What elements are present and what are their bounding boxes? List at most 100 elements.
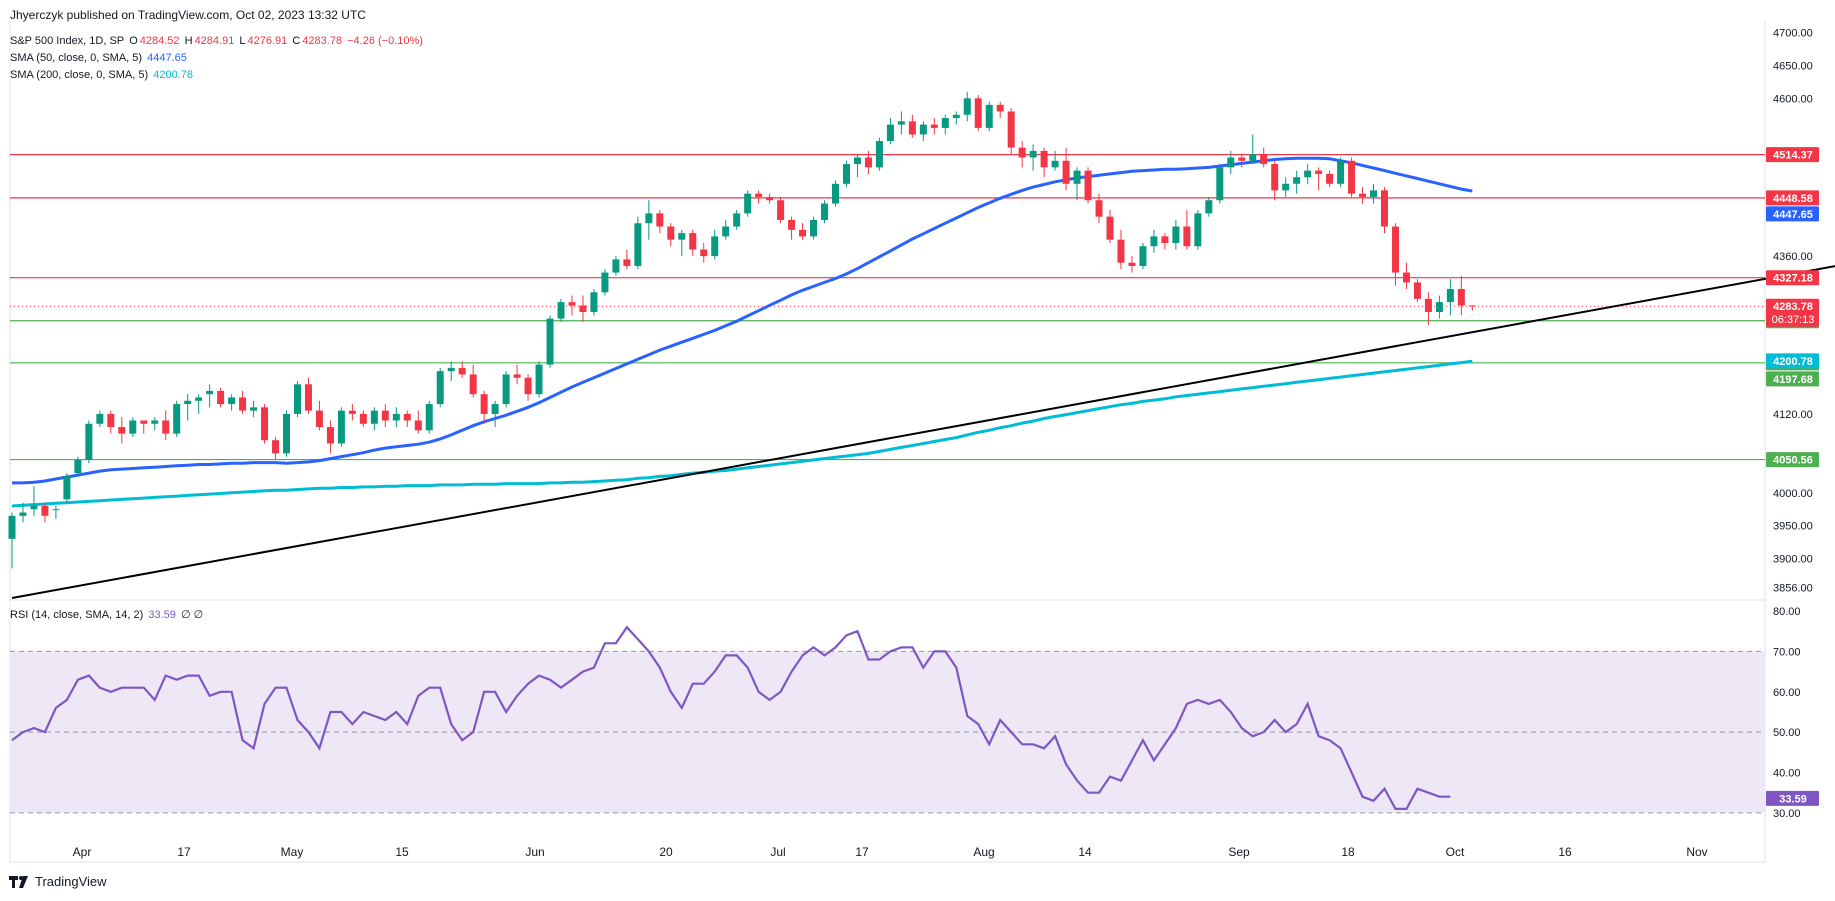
- candle-body: [821, 203, 829, 220]
- candle-body: [1468, 305, 1476, 307]
- candle-body: [744, 193, 752, 214]
- resistance-level-tag-bg: [1766, 190, 1819, 206]
- open-label: O: [129, 35, 138, 47]
- candle-body: [733, 213, 741, 227]
- candle-body: [919, 124, 927, 135]
- rsi-axis-tick-label[interactable]: 70.00: [1773, 646, 1801, 658]
- candle-body: [41, 505, 49, 516]
- price-axis-tick-label[interactable]: 4600.00: [1773, 93, 1813, 105]
- rsi-axis-tick-label[interactable]: 30.00: [1773, 808, 1801, 820]
- time-axis-tick-label[interactable]: Apr: [73, 845, 92, 859]
- sma50-value: 4447.65: [147, 52, 187, 64]
- support-level-tag-label: 4050.56: [1773, 455, 1813, 467]
- candle-body: [195, 397, 203, 401]
- candle-body: [678, 233, 686, 240]
- price-axis-tick-label[interactable]: 4650.00: [1773, 60, 1813, 72]
- candle-body: [1391, 226, 1399, 273]
- horizontal-levels[interactable]: [10, 154, 1765, 461]
- rsi-axis-tick-label[interactable]: 40.00: [1773, 768, 1801, 780]
- sma200-price-tag-label: 4200.78: [1773, 356, 1813, 368]
- symbol-legend[interactable]: S&P 500 Index, 1D, SP O 4284.52 H 4284.91 …: [10, 35, 425, 47]
- candle-body: [1304, 170, 1312, 178]
- time-axis-tick-label[interactable]: Oct: [1446, 845, 1465, 859]
- candle-body: [293, 384, 301, 414]
- candle-body: [304, 384, 312, 411]
- candle-body: [436, 371, 444, 405]
- candle-body: [261, 407, 269, 441]
- candle-body: [337, 410, 345, 444]
- high-label: H: [184, 35, 193, 47]
- sma200-legend[interactable]: SMA (200, close, 0, SMA, 5) 4200.78: [10, 69, 195, 81]
- candle-body: [689, 233, 697, 250]
- candle-body: [886, 124, 894, 142]
- price-axis-tick-label[interactable]: 4360.00: [1773, 251, 1813, 263]
- time-axis-tick-label[interactable]: Aug: [973, 845, 994, 859]
- candle-body: [864, 157, 872, 168]
- price-axis-tick-label[interactable]: 3900.00: [1773, 554, 1813, 566]
- candle-body: [1402, 272, 1410, 283]
- time-axis-tick-label[interactable]: 17: [855, 845, 869, 859]
- brand-name: TradingView: [35, 874, 107, 889]
- high-value: 4284.91: [194, 35, 235, 47]
- candle-body: [1271, 164, 1279, 191]
- price-axis-tick-label[interactable]: 4700.00: [1773, 28, 1813, 40]
- axes-layer[interactable]: 4700.00 4650.00 4600.00 4360.00 4120.00 4000.…: [73, 28, 1813, 859]
- time-axis-tick-label[interactable]: 18: [1341, 845, 1355, 859]
- candle-body: [777, 200, 785, 220]
- time-axis-tick-label[interactable]: 16: [1558, 845, 1572, 859]
- open-value: 4284.52: [139, 35, 180, 47]
- rsi-axis-tick-label[interactable]: 50.00: [1773, 727, 1801, 739]
- support-level-tag-lower-label: 4197.68: [1773, 374, 1813, 386]
- candle-body: [1040, 150, 1048, 168]
- time-axis-tick-label[interactable]: 17: [177, 845, 191, 859]
- price-axis-tick-label[interactable]: 4120.00: [1773, 409, 1813, 421]
- candle-body: [447, 367, 455, 372]
- rsi-axis-tick-label[interactable]: 80.00: [1773, 606, 1801, 618]
- time-axis-tick-label[interactable]: 20: [659, 845, 673, 859]
- candle-body: [1007, 111, 1015, 148]
- candle-body: [996, 104, 1004, 112]
- candle-body: [853, 157, 861, 165]
- time-axis-tick-label[interactable]: Jul: [770, 845, 785, 859]
- time-axis-tick-label[interactable]: Nov: [1686, 845, 1707, 859]
- candle-body: [52, 509, 60, 511]
- rsi-current-tag-bg: [1766, 790, 1819, 806]
- candle-body: [1359, 193, 1367, 197]
- price-axis-tick-label[interactable]: 4000.00: [1773, 488, 1813, 500]
- candles-layer: [8, 91, 1476, 569]
- candle-body: [1282, 183, 1290, 191]
- time-axis-tick-label[interactable]: 15: [395, 845, 409, 859]
- rsi-layer: [11, 625, 1451, 811]
- rsi-label: RSI (14, close, SMA, 14, 2): [10, 609, 144, 621]
- trendline-layer[interactable]: [11, 248, 1835, 599]
- candle-body: [711, 236, 719, 257]
- resistance-level-tag-bg: [1766, 270, 1819, 286]
- rsi-axis-tick-label[interactable]: 60.00: [1773, 687, 1801, 699]
- candle-body: [129, 420, 137, 434]
- sma200-value: 4200.78: [153, 69, 193, 81]
- rsi-legend[interactable]: RSI (14, close, SMA, 14, 2) 33.59 ∅ ∅: [10, 608, 205, 621]
- sma50-legend[interactable]: SMA (50, close, 0, SMA, 5) 4447.65: [10, 52, 189, 64]
- time-axis-tick-label[interactable]: 14: [1078, 845, 1092, 859]
- price-axis-tick-label[interactable]: 3856.00: [1773, 582, 1813, 594]
- tradingview-logo[interactable]: TradingView: [9, 874, 107, 889]
- sma50-price-tag-bg: [1766, 206, 1819, 222]
- low-label: L: [239, 35, 246, 47]
- candle-body: [30, 505, 38, 510]
- last-price-tag-label: 4283.78: [1773, 301, 1813, 313]
- last-price-tag-countdown: 06:37:13: [1772, 314, 1815, 326]
- candle-body: [140, 420, 148, 424]
- time-axis-tick-label[interactable]: May: [281, 845, 304, 859]
- candle-body: [1348, 160, 1356, 194]
- candle-body: [1029, 150, 1037, 158]
- candle-body: [568, 302, 576, 306]
- price-axis-tick-label[interactable]: 3950.00: [1773, 521, 1813, 533]
- time-axis-tick-label[interactable]: Sep: [1228, 845, 1250, 859]
- candle-body: [250, 407, 258, 411]
- sma50-price-tag-label: 4447.65: [1773, 209, 1813, 221]
- trendline[interactable]: [11, 248, 1835, 599]
- time-axis-tick-label[interactable]: Jun: [525, 845, 544, 859]
- candle-body: [63, 476, 71, 500]
- candle-body: [974, 98, 982, 128]
